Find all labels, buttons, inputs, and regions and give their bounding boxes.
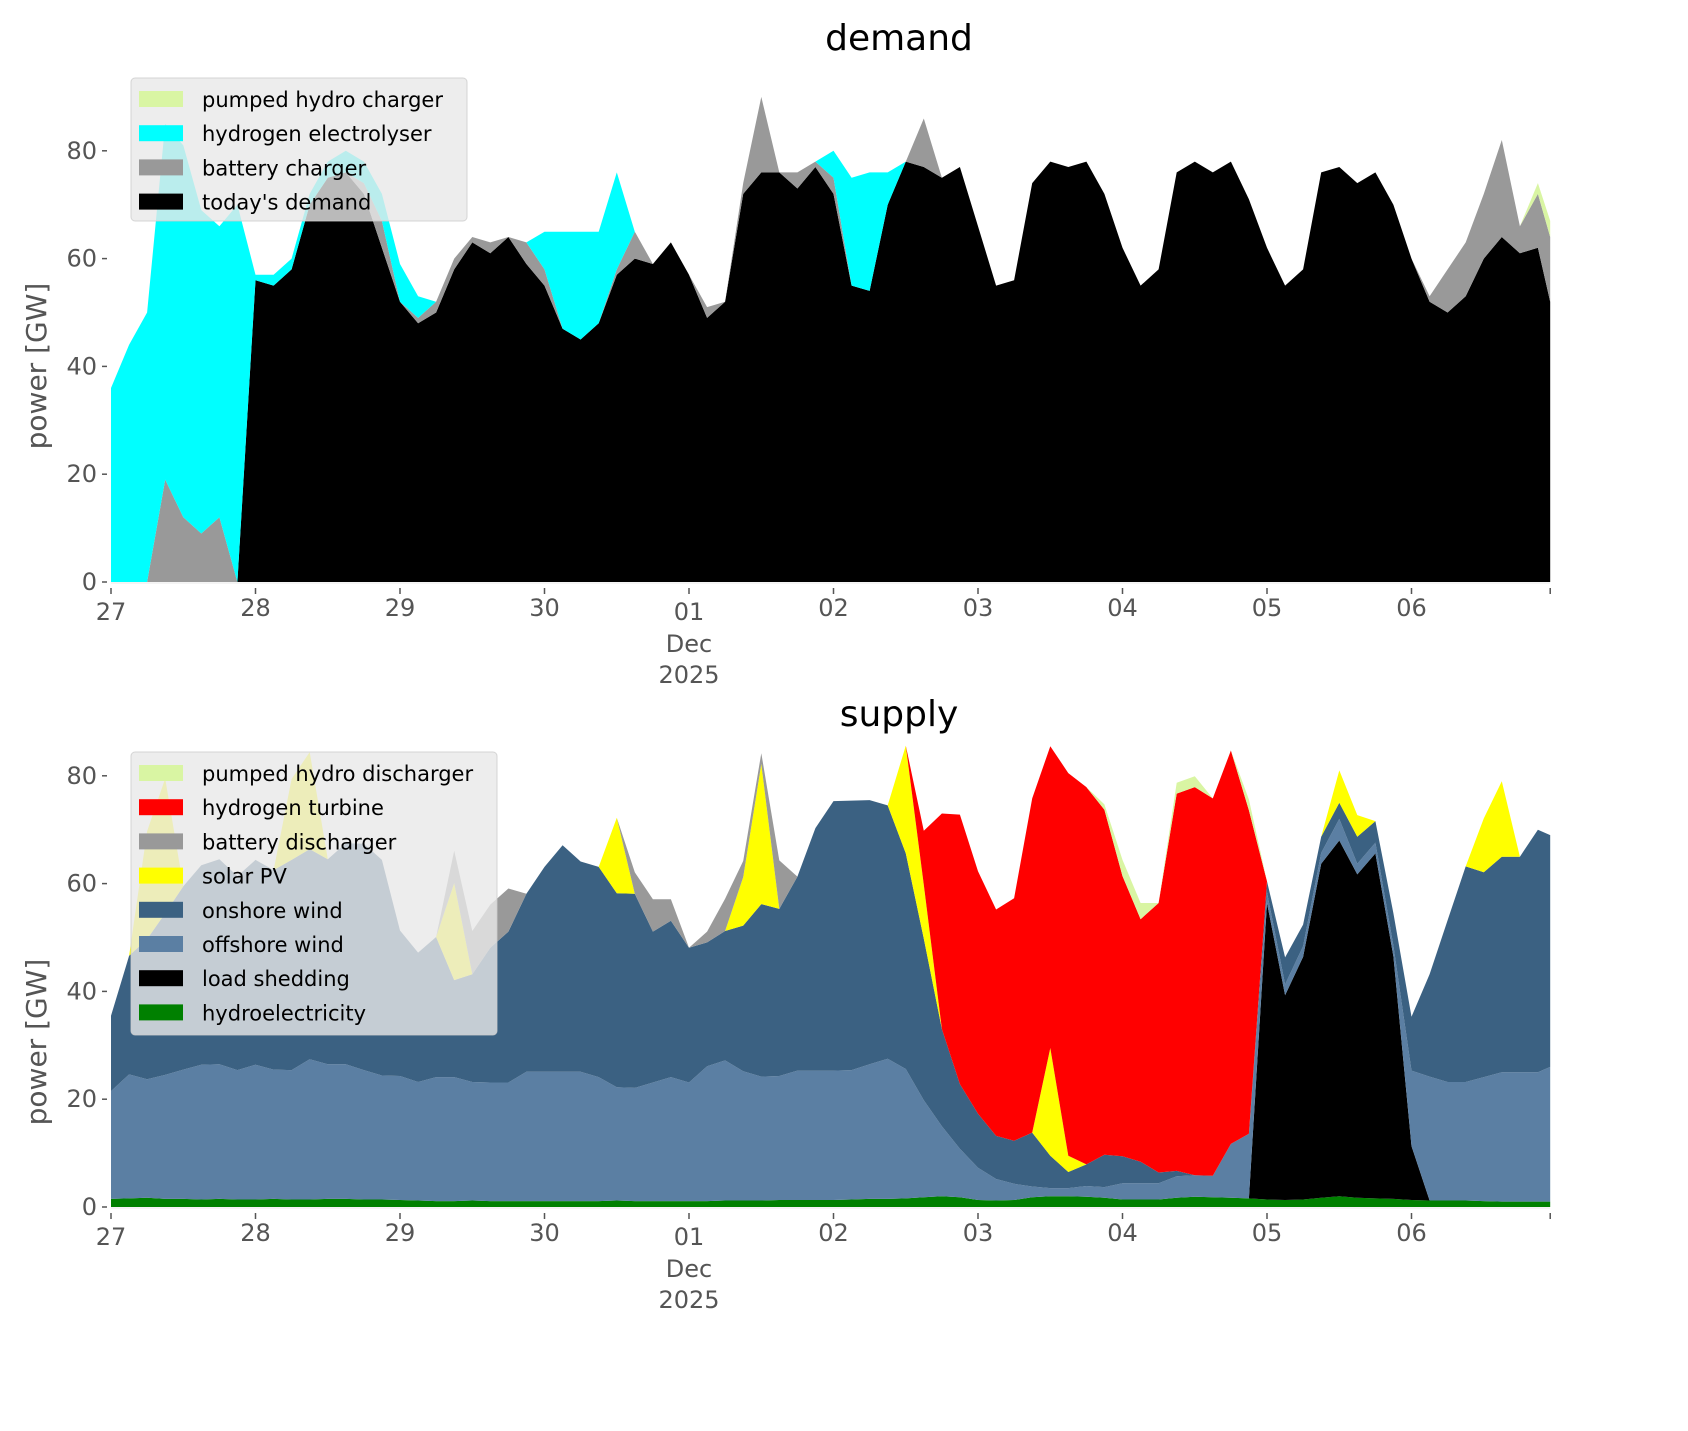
legend-label: solar PV	[202, 865, 287, 889]
y-tick-label: 60	[66, 245, 97, 273]
legend-box	[130, 77, 468, 222]
x-tick-label: 04	[1107, 594, 1138, 622]
legend-swatch	[139, 91, 183, 107]
y-tick-label: 20	[66, 460, 97, 488]
x-tick-label: 04	[1107, 1219, 1138, 1247]
legend-item-battery-charger: battery charger	[139, 156, 367, 180]
y-axis-ticks: 0 20 40 60 80	[66, 762, 107, 1221]
legend-item-hydrogen-turbine: hydrogen turbine	[139, 796, 384, 820]
legend-swatch	[139, 765, 183, 781]
legend-box	[130, 751, 498, 1036]
y-tick-label: 60	[66, 870, 97, 898]
legend-item-pumped-hydro-discharger: pumped hydro discharger	[139, 762, 473, 786]
legend-item-pumped-hydro-charger: pumped hydro charger	[139, 88, 443, 112]
legend-swatch	[139, 833, 183, 850]
x-tick-year-label: 2025	[658, 1286, 719, 1314]
legend-label: today's demand	[202, 191, 371, 215]
y-axis-label: power [GW]	[20, 959, 53, 1126]
x-tick-label: 02	[818, 1219, 849, 1247]
y-tick-label: 40	[66, 977, 97, 1005]
x-tick-label: 28	[240, 1219, 271, 1247]
legend-item-load-shedding: load shedding	[139, 967, 350, 991]
area-layers	[111, 745, 1551, 1209]
x-tick-label: 03	[963, 1219, 994, 1247]
y-tick-label: 40	[66, 352, 97, 380]
y-axis-label: power [GW]	[20, 283, 53, 450]
area-offshore-wind	[111, 818, 1551, 1202]
x-tick-label: 30	[529, 594, 560, 622]
legend-item-onshore-wind: onshore wind	[139, 899, 343, 923]
x-axis-ticks: 27 28 29 30 01 Dec 2025 02 03 04 05 06	[96, 588, 1551, 689]
y-tick-label: 0	[82, 568, 97, 596]
area-today-s-demand	[111, 161, 1551, 582]
legend-label: pumped hydro charger	[202, 88, 443, 112]
legend-label: hydrogen electrolyser	[202, 122, 432, 146]
y-tick-label: 80	[66, 137, 97, 165]
legend: pumped hydro charger hydrogen electrolyse…	[130, 77, 468, 222]
legend-item-hydroelectricity: hydroelectricity	[139, 1001, 366, 1025]
legend-swatch	[139, 159, 183, 176]
legend-item-offshore-wind: offshore wind	[139, 933, 344, 957]
area-hydrogen-turbine	[111, 745, 1551, 1176]
chart-title: supply	[840, 694, 959, 735]
legend-label: battery charger	[202, 156, 367, 180]
legend: pumped hydro discharger hydrogen turbine b…	[130, 751, 498, 1036]
x-tick-label: 27	[96, 598, 127, 626]
area-onshore-wind	[111, 800, 1551, 1189]
legend-label: hydroelectricity	[202, 1001, 366, 1025]
legend-swatch	[139, 970, 183, 987]
x-tick-label: 29	[385, 1219, 416, 1247]
legend-label: onshore wind	[202, 899, 343, 923]
legend-label: offshore wind	[202, 933, 344, 957]
area-load-shedding	[111, 840, 1551, 1202]
x-tick-month-label: Dec	[666, 630, 712, 658]
area-hydroelectricity	[111, 1196, 1551, 1207]
legend-item-battery-discharger: battery discharger	[139, 830, 397, 854]
legend-swatch	[139, 1004, 183, 1021]
y-tick-label: 20	[66, 1085, 97, 1113]
x-tick-label: 28	[240, 594, 271, 622]
y-axis-ticks: 0 20 40 60 80	[66, 137, 107, 596]
chart-title: demand	[825, 18, 973, 59]
x-tick-label: 06	[1396, 594, 1427, 622]
legend-swatch	[139, 799, 183, 816]
legend-label: load shedding	[202, 967, 350, 991]
area-layers	[111, 96, 1551, 584]
legend-swatch	[139, 867, 183, 884]
legend-swatch	[139, 193, 183, 210]
y-tick-label: 80	[66, 762, 97, 790]
legend-item-today-s-demand: today's demand	[139, 191, 371, 215]
x-tick-label: 03	[963, 594, 994, 622]
legend-label: hydrogen turbine	[202, 796, 384, 820]
y-tick-label: 0	[82, 1193, 97, 1221]
legend-swatch	[139, 901, 183, 918]
legend-swatch	[139, 936, 183, 952]
x-tick-year-label: 2025	[658, 661, 719, 689]
legend-item-hydrogen-electrolyser: hydrogen electrolyser	[139, 122, 432, 146]
legend-item-solar-pv: solar PV	[139, 865, 287, 889]
x-tick-label: 02	[818, 594, 849, 622]
legend-swatch	[139, 125, 183, 142]
x-tick-label: 29	[385, 594, 416, 622]
x-tick-label: 06	[1396, 1219, 1427, 1247]
x-tick-label: 01	[674, 598, 705, 626]
x-axis-ticks: 27 28 29 30 01 Dec 2025 02 03 04 05 06	[96, 1213, 1551, 1314]
x-tick-label: 01	[674, 1223, 705, 1251]
legend-label: battery discharger	[202, 830, 397, 854]
legend-label: pumped hydro discharger	[202, 762, 473, 786]
x-tick-label: 30	[529, 1219, 560, 1247]
x-tick-month-label: Dec	[666, 1255, 712, 1283]
x-tick-label: 05	[1252, 1219, 1283, 1247]
x-tick-label: 27	[96, 1223, 127, 1251]
x-tick-label: 05	[1252, 594, 1283, 622]
